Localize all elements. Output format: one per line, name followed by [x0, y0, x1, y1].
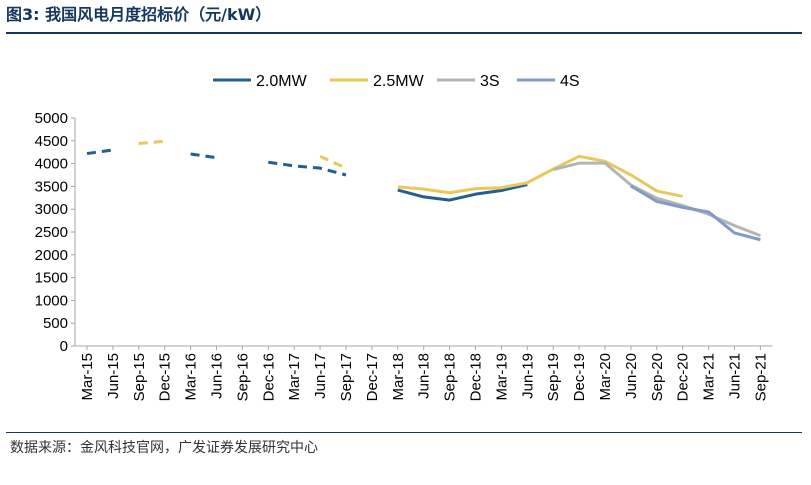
legend-label: 2.0MW	[256, 73, 308, 90]
x-tick-label: Jun-19	[519, 353, 536, 399]
line-chart: 0 500 1000 1500 2000 2500 3000 3500 4000 4500 5000…	[35, 73, 773, 401]
y-tick-label: 5000	[35, 110, 68, 127]
source-divider	[6, 432, 802, 433]
figure-title: 图3: 我国风电月度招标价（元/kW）	[6, 5, 272, 24]
x-tick-label: Sep-17	[338, 353, 355, 401]
y-tick-label: 3000	[35, 201, 68, 218]
y-tick-label: 4000	[35, 156, 68, 173]
x-tick-label: Mar-15	[79, 353, 96, 401]
x-tick-label: Sep-15	[131, 353, 148, 401]
x-tick-label: Dec-17	[364, 353, 381, 401]
x-tick-label: Sep-19	[545, 353, 562, 401]
title-divider	[6, 32, 802, 34]
series-line-2.5MW	[319, 154, 347, 170]
x-tick-label: Dec-18	[468, 353, 485, 401]
x-tick-label: Mar-17	[286, 353, 303, 401]
x-tick-label: Sep-21	[752, 353, 769, 401]
series-line-2.0MW	[190, 152, 217, 160]
x-tick-label: Mar-21	[701, 353, 718, 401]
x-tick-label: Dec-15	[157, 353, 174, 401]
y-tick-label: 4500	[35, 133, 68, 150]
y-tick-label: 3500	[35, 178, 68, 195]
x-tick-label: Dec-16	[260, 353, 277, 401]
legend-label: 4S	[560, 73, 580, 90]
series-line-2.0MW	[397, 183, 528, 202]
series-line-3S	[552, 161, 761, 238]
y-tick-label: 1000	[35, 292, 68, 309]
series-line-2.5MW	[397, 154, 684, 198]
x-tick-label: Mar-20	[597, 353, 614, 401]
legend-label: 3S	[480, 73, 500, 90]
x-tick-label: Mar-16	[183, 353, 200, 401]
x-tick-label: Jun-17	[312, 353, 329, 399]
legend-label: 2.5MW	[373, 73, 425, 90]
y-tick-label: 500	[43, 315, 68, 332]
y-tick-label: 2000	[35, 247, 68, 264]
y-tick-label: 1500	[35, 270, 68, 287]
x-tick-label: Jun-15	[105, 353, 122, 399]
x-tick-label: Jun-21	[727, 353, 744, 399]
x-tick-label: Dec-19	[571, 353, 588, 401]
x-tick-label: Sep-20	[649, 353, 666, 401]
y-tick-label: 0	[60, 338, 68, 355]
x-tick-label: Jun-20	[623, 353, 640, 399]
series-line-2.0MW	[268, 160, 347, 177]
x-tick-label: Sep-16	[234, 353, 251, 401]
x-tick-label: Dec-20	[675, 353, 692, 401]
x-tick-label: Jun-18	[416, 353, 433, 399]
x-tick-label: Jun-16	[209, 353, 226, 399]
series-line-2.5MW	[138, 139, 165, 146]
x-tick-label: Sep-18	[442, 353, 459, 401]
x-tick-label: Mar-19	[493, 353, 510, 401]
source-note: 数据来源：金风科技官网，广发证券发展研究中心	[10, 440, 318, 456]
x-tick-label: Mar-18	[390, 353, 407, 401]
series-line-4S	[630, 184, 761, 242]
series-line-2.0MW	[86, 148, 114, 156]
y-tick-label: 2500	[35, 224, 68, 241]
